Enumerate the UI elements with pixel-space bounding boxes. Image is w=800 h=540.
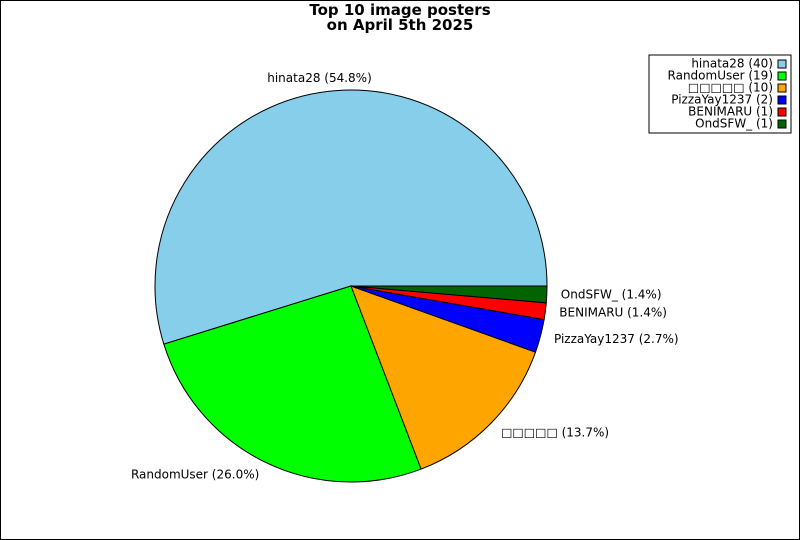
chart-title: Top 10 image posters on April 5th 2025	[1, 3, 799, 33]
pie-slice-2	[163, 285, 422, 483]
slice-label-4: PizzaYay1237 (2.7%)	[554, 332, 679, 346]
legend-box	[648, 54, 792, 134]
legend-label-6: OndSFW_ (1)	[695, 117, 773, 131]
pie-slice-1	[154, 89, 548, 345]
pie-slice-3	[350, 285, 537, 470]
slice-labels: hinata28 (54.8%) RandomUser (26.0%) □□□□□ …	[131, 71, 679, 481]
legend: hinata28 (40)RandomUser (19)□□□□□ (10)Pi…	[648, 54, 792, 134]
chart-title-line-2: on April 5th 2025	[326, 16, 474, 34]
legend-label-5: BENIMARU (1)	[688, 105, 773, 119]
legend-label-3: □□□□□ (10)	[688, 81, 773, 95]
slice-label-2: RandomUser (26.0%)	[131, 467, 259, 481]
legend-label-4: PizzaYay1237 (2)	[671, 93, 773, 107]
legend-label-1: hinata28 (40)	[691, 57, 773, 71]
legend-swatch-4	[777, 95, 787, 105]
legend-swatch-5	[777, 107, 787, 117]
legend-swatch-3	[777, 83, 787, 93]
slice-label-6: OndSFW_ (1.4%)	[561, 288, 662, 302]
slice-label-1: hinata28 (54.8%)	[267, 71, 372, 85]
slice-label-3: □□□□□ (13.7%)	[501, 425, 609, 439]
legend-label-2: RandomUser (19)	[668, 69, 773, 83]
pie-slices	[154, 89, 548, 483]
chart-title-line-1: Top 10 image posters	[309, 1, 491, 19]
legend-swatch-2	[777, 71, 787, 81]
pie-slice-6	[350, 285, 548, 304]
slice-label-5: BENIMARU (1.4%)	[559, 306, 667, 320]
legend-swatch-6	[777, 119, 787, 129]
legend-swatch-1	[777, 59, 787, 69]
